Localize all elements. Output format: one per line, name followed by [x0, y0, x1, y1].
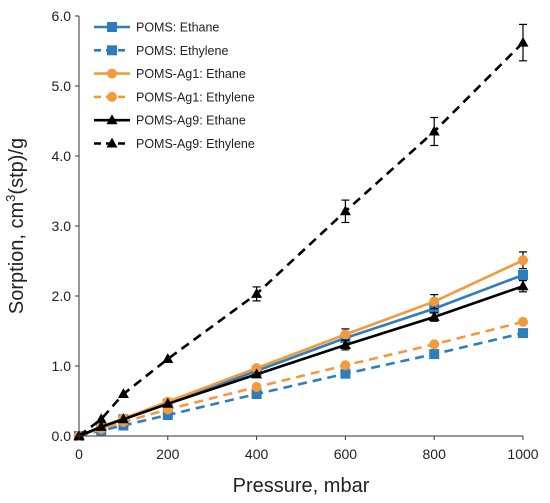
y-tick-label: 3.0 [52, 218, 72, 234]
data-point [340, 368, 351, 379]
x-tick-label: 400 [245, 446, 269, 462]
legend-entry-3: POMS-Ag1: Ethylene [94, 90, 255, 104]
data-point [251, 382, 262, 392]
legend-entry-1: POMS: Ethylene [94, 44, 228, 58]
data-point [518, 270, 528, 280]
data-point [251, 368, 263, 379]
data-point [339, 339, 351, 349]
y-tick-label: 6.0 [52, 8, 72, 24]
legend-label: POMS-Ag1: Ethane [136, 67, 246, 81]
legend-label: POMS-Ag9: Ethane [136, 114, 246, 128]
tick-labels: 0 200 400 600 800 1000 0.0 1.0 2.0 3.0 4.0 5.0 6.0 [52, 8, 539, 462]
y-tick-label: 5.0 [52, 78, 72, 94]
data-point [429, 296, 440, 307]
data-point [517, 36, 529, 47]
data-point [117, 388, 129, 398]
legend-marker [107, 91, 117, 102]
legend-label: POMS-Ag9: Ethylene [136, 137, 255, 151]
data-point [251, 389, 262, 399]
legend-marker [106, 114, 118, 125]
data-point [95, 413, 107, 424]
data-point [95, 421, 107, 431]
data-point [518, 328, 528, 339]
data-point [429, 339, 440, 350]
data-point [518, 316, 528, 327]
y-axis-title-superscript: 3 [3, 195, 18, 202]
data-point [251, 363, 262, 374]
series-line [78, 320, 524, 438]
y-tick-label: 0.0 [52, 428, 72, 444]
legend-entry-0: POMS: Ethane [94, 21, 219, 35]
legend-entry-5: POMS-Ag9: Ethylene [94, 137, 255, 151]
x-tick-label: 600 [334, 446, 358, 462]
data-point [340, 360, 351, 371]
data-point [162, 397, 174, 408]
series-line [78, 284, 524, 438]
series-line [78, 331, 524, 438]
y-tick-label: 2.0 [52, 288, 72, 304]
data-point [428, 125, 440, 136]
data-point [162, 410, 173, 420]
data-point [518, 255, 528, 266]
y-axis-title: Sorption, cm3(stp)/g [3, 138, 28, 314]
series-1 [74, 328, 528, 441]
plot-series [73, 23, 529, 441]
data-point [251, 288, 263, 298]
y-tick-label: 4.0 [52, 148, 72, 164]
x-tick-label: 800 [423, 446, 447, 462]
y-tick-label: 1.0 [52, 358, 72, 374]
x-axis-title: Pressure, mbar [233, 475, 370, 497]
y-axis-title-part-1: Sorption, cm [6, 202, 28, 314]
x-tick-label: 200 [156, 446, 180, 462]
legend: POMS: Ethane POMS: Ethylene POMS-Ag1: Etha… [94, 21, 255, 151]
y-axis-title-part-2: (stp)/g [6, 138, 28, 195]
legend-label: POMS: Ethane [136, 21, 219, 35]
legend-label: POMS-Ag1: Ethylene [136, 90, 255, 104]
legend-entry-4: POMS-Ag9: Ethane [94, 114, 246, 128]
legend-marker [107, 22, 117, 32]
x-tick-label: 0 [75, 446, 83, 462]
data-point [429, 349, 440, 360]
x-tick-label: 1000 [507, 446, 538, 462]
data-point [339, 205, 351, 216]
legend-marker [106, 137, 118, 148]
legend-marker [107, 68, 117, 79]
data-point [517, 280, 529, 291]
series-line [78, 41, 524, 438]
series-5 [73, 23, 529, 440]
legend-label: POMS: Ethylene [136, 44, 228, 58]
data-point [428, 311, 440, 321]
data-point [117, 413, 129, 424]
legend-marker [107, 45, 117, 56]
data-point [162, 353, 174, 363]
data-point [340, 329, 351, 340]
series-line [78, 259, 524, 438]
legend-entry-2: POMS-Ag1: Ethane [94, 67, 246, 81]
